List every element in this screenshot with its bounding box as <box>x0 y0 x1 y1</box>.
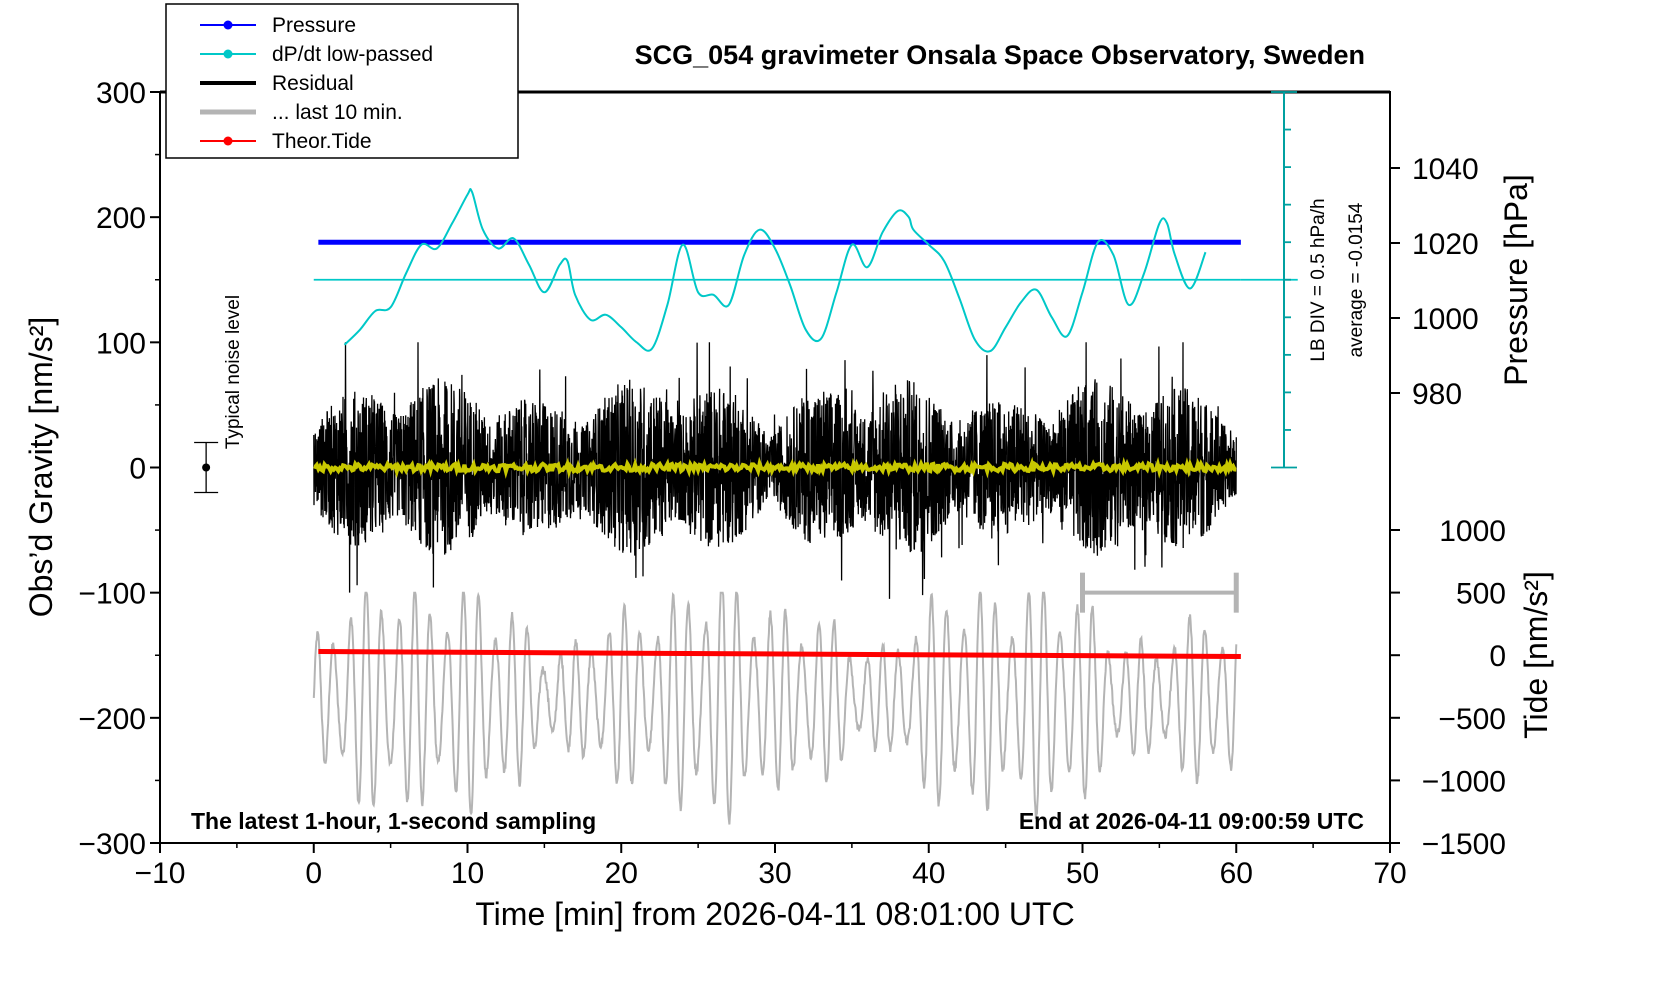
axes-layer: −10 0 10 20 30 40 50 60 703002001000−100−200−300… <box>78 77 1506 890</box>
pressure-tick-label: 980 <box>1412 378 1462 411</box>
legend-items: Pressure dP/dt low-passed Residual ... last… <box>200 14 433 153</box>
dpdt-series <box>343 187 1207 353</box>
theoretical-tide-series <box>318 648 1241 660</box>
legend-label: ... last 10 min. <box>272 101 403 124</box>
lb-div-label: LB DIV = 0.5 hPa/h <box>1308 198 1329 361</box>
average-label: average = -0.0154 <box>1346 202 1367 357</box>
y-tick-label: −100 <box>78 578 146 611</box>
noise-error-point <box>202 463 211 472</box>
legend: Pressure dP/dt low-passed Residual ... last… <box>165 3 519 159</box>
sampling-note: The latest 1-hour, 1-second sampling <box>191 808 596 834</box>
chart-title: SCG_054 gravimeter Onsala Space Observat… <box>635 40 1365 70</box>
y-tick-label: 200 <box>96 202 146 235</box>
tide-tick-label: −1500 <box>1422 828 1506 861</box>
residual-smoothed-series <box>313 456 1237 480</box>
legend-label: Residual <box>272 72 354 95</box>
pressure-tick-label: 1040 <box>1412 153 1479 186</box>
legend-marker <box>223 136 233 146</box>
x-tick-label: 20 <box>605 857 638 890</box>
end-time-note: End at 2026-04-11 09:00:59 UTC <box>1019 808 1364 834</box>
last-10-min-series <box>312 591 1238 825</box>
y-axis-title: Obs’d Gravity [nm/s²] <box>23 317 59 618</box>
x-tick-label: 70 <box>1373 857 1406 890</box>
tide-axis-title: Tide [nm/s²] <box>1518 571 1554 739</box>
x-tick-label: 30 <box>758 857 791 890</box>
x-tick-label: 60 <box>1220 857 1253 890</box>
pressure-tick-label: 1020 <box>1412 228 1479 261</box>
x-axis-title: Time [min] from 2026-04-11 08:01:00 UTC <box>475 896 1074 932</box>
tide-tick-label: −1000 <box>1422 765 1506 798</box>
x-tick-label: 40 <box>912 857 945 890</box>
legend-label: Theor.Tide <box>272 130 372 153</box>
y-tick-label: 100 <box>96 327 146 360</box>
x-tick-label: 0 <box>305 857 322 890</box>
y-tick-label: −300 <box>78 828 146 861</box>
series-layer <box>194 91 1298 825</box>
residual-series <box>313 342 1237 599</box>
x-tick-label: 50 <box>1066 857 1099 890</box>
pressure-tick-label: 1000 <box>1412 303 1479 336</box>
x-tick-label: −10 <box>135 857 186 890</box>
y-tick-label: −200 <box>78 703 146 736</box>
pressure-axis-title: Pressure [hPa] <box>1498 174 1534 386</box>
x-tick-label: 10 <box>451 857 484 890</box>
legend-label: Pressure <box>272 14 356 37</box>
tide-tick-label: 0 <box>1489 640 1506 673</box>
tide-tick-label: 1000 <box>1439 515 1506 548</box>
tide-tick-label: −500 <box>1438 703 1506 736</box>
legend-marker <box>223 20 233 30</box>
y-tick-label: 300 <box>96 77 146 110</box>
tide-tick-label: 500 <box>1456 578 1506 611</box>
y-tick-label: 0 <box>129 453 146 486</box>
legend-marker <box>223 49 233 59</box>
noise-level-label: Typical noise level <box>223 295 244 449</box>
legend-label: dP/dt low-passed <box>272 43 433 66</box>
